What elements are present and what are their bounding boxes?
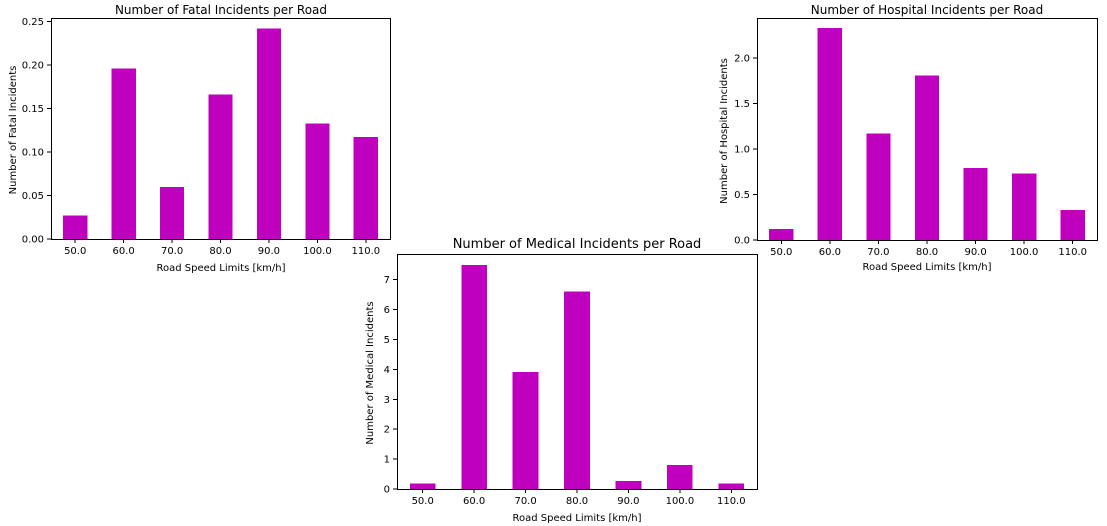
hospital-xtick-label: 80.0 (916, 247, 938, 258)
medical-xtick-label: 100.0 (666, 496, 695, 507)
medical-xtick-label: 80.0 (566, 496, 588, 507)
medical-ytick-label: 0 (384, 485, 390, 496)
fatal-bar-80.0 (208, 94, 233, 239)
fatal-bar-70.0 (159, 186, 185, 239)
medical-chart-bars (409, 264, 745, 489)
medical-chart-ylabel: Number of Medical Incidents (365, 301, 376, 444)
fatal-xtick-label: 50.0 (64, 246, 86, 257)
medical-chart-frame (397, 254, 758, 490)
hospital-ytick-label: 2.0 (734, 54, 750, 65)
medical-ytick-label: 3 (384, 395, 390, 406)
fatal-ytick-label: 0.25 (22, 17, 44, 28)
hospital-bar-60.0 (817, 28, 842, 241)
hospital-chart-title: Number of Hospital Incidents per Road (811, 3, 1044, 17)
hospital-bar-50.0 (769, 229, 794, 240)
medical-xtick-label: 50.0 (412, 496, 434, 507)
medical-ytick-label: 4 (384, 365, 390, 376)
fatal-xtick-label: 60.0 (112, 246, 134, 257)
hospital-incidents-chart: Number of Hospital Incidents per Road Ro… (719, 3, 1098, 273)
fatal-chart-ylabel: Number of Fatal Incidents (8, 66, 19, 195)
hospital-ytick-label: 0.5 (734, 190, 750, 201)
medical-chart-yticks: 0 1 2 3 4 5 6 7 (384, 275, 397, 496)
fatal-ytick-label: 0.05 (22, 191, 44, 202)
fatal-bar-90.0 (256, 28, 282, 239)
fatal-bar-110.0 (353, 137, 378, 239)
fatal-chart-title: Number of Fatal Incidents per Road (115, 3, 327, 17)
hospital-bar-80.0 (914, 75, 940, 240)
medical-bar-110.0 (718, 483, 745, 489)
hospital-xtick-label: 100.0 (1010, 247, 1039, 258)
medical-ytick-label: 7 (384, 275, 390, 286)
hospital-xtick-label: 60.0 (819, 247, 841, 258)
medical-bar-100.0 (667, 465, 693, 489)
fatal-ytick-label: 0.00 (22, 235, 44, 246)
medical-xtick-label: 70.0 (514, 496, 536, 507)
hospital-chart-frame (757, 18, 1098, 241)
hospital-chart-xticks: 50.0 60.0 70.0 80.0 90.0 100.0 110.0 (770, 240, 1087, 258)
hospital-chart-ylabel: Number of Hospital Incidents (719, 58, 730, 204)
hospital-xtick-label: 110.0 (1058, 247, 1087, 258)
hospital-bar-100.0 (1012, 173, 1037, 240)
medical-bar-60.0 (461, 264, 487, 489)
fatal-xtick-label: 80.0 (209, 246, 231, 257)
fatal-chart-yticks: 0.00 0.05 0.10 0.15 0.20 0.25 (22, 17, 51, 246)
hospital-chart-yticks: 0.0 0.5 1.0 1.5 2.0 (734, 54, 757, 247)
fatal-bar-100.0 (305, 123, 330, 239)
medical-bar-70.0 (512, 371, 539, 489)
hospital-ytick-label: 1.0 (734, 145, 750, 156)
hospital-chart-xlabel: Road Speed Limits [km/h] (862, 262, 991, 273)
hospital-ytick-label: 0.0 (734, 236, 750, 247)
fatal-chart-xticks: 50.0 60.0 70.0 80.0 90.0 100.0 110.0 (64, 239, 380, 257)
medical-bar-90.0 (615, 481, 642, 489)
medical-xtick-label: 60.0 (463, 496, 485, 507)
hospital-xtick-label: 90.0 (964, 247, 986, 258)
fatal-bar-60.0 (111, 68, 136, 240)
hospital-xtick-label: 70.0 (867, 247, 889, 258)
medical-chart-title: Number of Medical Incidents per Road (453, 237, 702, 252)
fatal-xtick-label: 90.0 (258, 246, 280, 257)
fatal-chart-bars (63, 28, 378, 240)
fatal-xtick-label: 70.0 (161, 246, 183, 257)
fatal-bar-50.0 (63, 215, 88, 239)
medical-ytick-label: 2 (384, 425, 390, 436)
medical-bar-50.0 (409, 483, 436, 489)
medical-ytick-label: 5 (384, 335, 390, 346)
hospital-bar-70.0 (866, 133, 891, 240)
fatal-ytick-label: 0.20 (22, 61, 44, 72)
medical-xtick-label: 90.0 (617, 496, 639, 507)
medical-bar-80.0 (564, 291, 590, 489)
fatal-chart-frame (51, 18, 391, 240)
medical-chart-xlabel: Road Speed Limits [km/h] (512, 513, 641, 524)
medical-ytick-label: 6 (384, 305, 390, 316)
fatal-incidents-chart: Number of Fatal Incidents per Road Road … (8, 3, 391, 274)
fatal-ytick-label: 0.10 (22, 148, 44, 159)
fatal-chart-xlabel: Road Speed Limits [km/h] (156, 263, 285, 274)
hospital-bar-110.0 (1060, 209, 1085, 240)
hospital-chart-bars (769, 28, 1085, 241)
fatal-xtick-label: 100.0 (303, 246, 332, 257)
medical-incidents-chart: Number of Medical Incidents per Road Roa… (365, 237, 758, 524)
fatal-xtick-label: 110.0 (351, 246, 380, 257)
fatal-ytick-label: 0.15 (22, 104, 44, 115)
medical-xtick-label: 110.0 (717, 496, 746, 507)
hospital-bar-90.0 (963, 168, 988, 240)
medical-chart-xticks: 50.0 60.0 70.0 80.0 90.0 100.0 110.0 (412, 489, 746, 507)
hospital-xtick-label: 50.0 (770, 247, 792, 258)
medical-ytick-label: 1 (384, 455, 390, 466)
hospital-ytick-label: 1.5 (734, 99, 750, 110)
